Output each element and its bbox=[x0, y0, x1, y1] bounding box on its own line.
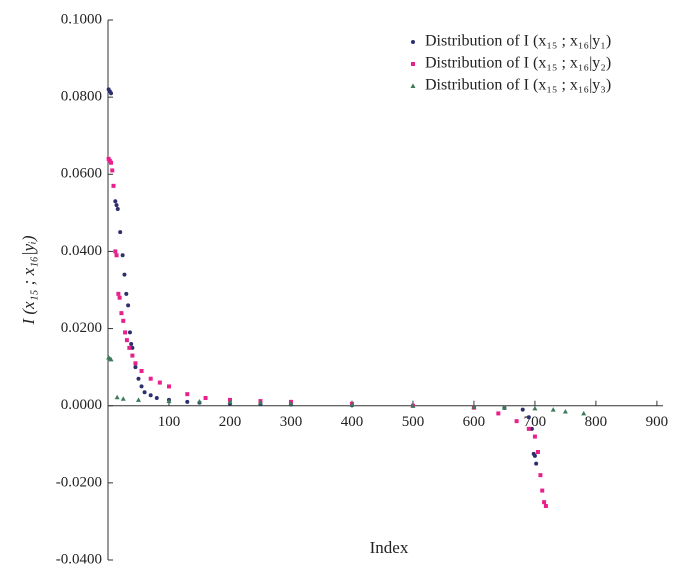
point bbox=[148, 376, 153, 381]
legend-marker bbox=[410, 83, 416, 88]
point bbox=[581, 410, 587, 416]
point bbox=[471, 404, 477, 409]
point bbox=[529, 426, 534, 431]
x-tick-label: 500 bbox=[402, 414, 425, 430]
point bbox=[185, 399, 190, 404]
point bbox=[166, 384, 171, 389]
point bbox=[540, 488, 545, 493]
point bbox=[154, 396, 159, 400]
x-tick-label: 800 bbox=[585, 414, 608, 430]
point bbox=[119, 311, 124, 316]
point bbox=[543, 504, 548, 508]
point bbox=[118, 230, 123, 235]
point bbox=[496, 411, 501, 416]
legend-label: Distribution of I (x₁₅ ; x₁₆|y₁) bbox=[425, 33, 611, 50]
point bbox=[562, 409, 568, 414]
point bbox=[526, 415, 531, 420]
point bbox=[139, 384, 144, 389]
point bbox=[126, 303, 131, 308]
point bbox=[185, 392, 190, 397]
point bbox=[109, 91, 114, 96]
point bbox=[124, 291, 129, 296]
point bbox=[532, 453, 537, 458]
point bbox=[122, 272, 127, 277]
point bbox=[196, 398, 202, 404]
point bbox=[120, 396, 126, 401]
point bbox=[120, 253, 125, 258]
point bbox=[115, 207, 120, 211]
x-tick-label: 900 bbox=[646, 414, 669, 430]
y-tick-label: -0.0200 bbox=[56, 474, 102, 490]
point bbox=[133, 365, 138, 370]
point bbox=[135, 397, 141, 402]
point bbox=[130, 353, 135, 358]
point bbox=[534, 461, 539, 466]
point bbox=[114, 253, 119, 258]
point bbox=[520, 407, 525, 412]
point bbox=[139, 369, 144, 373]
point bbox=[410, 403, 416, 408]
point bbox=[121, 318, 126, 323]
y-tick-label: 0.0400 bbox=[61, 243, 102, 259]
x-tick-label: 100 bbox=[158, 414, 181, 430]
point bbox=[203, 396, 208, 400]
point bbox=[532, 434, 537, 439]
point bbox=[111, 183, 116, 188]
point bbox=[166, 398, 172, 404]
point bbox=[133, 361, 138, 366]
x-tick-label: 400 bbox=[341, 414, 364, 430]
x-tick-label: 600 bbox=[463, 414, 486, 430]
point bbox=[501, 405, 507, 410]
point bbox=[136, 376, 141, 381]
point bbox=[257, 400, 263, 405]
legend-marker bbox=[411, 62, 415, 66]
point bbox=[538, 473, 543, 478]
point bbox=[109, 160, 114, 165]
point bbox=[124, 338, 129, 343]
x-tick-label: 300 bbox=[280, 414, 303, 430]
legend-label: Distribution of I (x₁₅ ; x₁₆|y₂) bbox=[425, 55, 611, 72]
point bbox=[129, 342, 134, 346]
point bbox=[514, 419, 519, 424]
y-tick-label: -0.0400 bbox=[56, 551, 102, 567]
point bbox=[535, 450, 540, 454]
point bbox=[349, 402, 355, 407]
point bbox=[130, 345, 135, 350]
legend-label: Distribution of I (x₁₅ ; x₁₆|y₃) bbox=[425, 77, 611, 94]
point bbox=[227, 399, 233, 404]
y-axis-label: I (x₁₅ ; x₁₆|yᵢ) bbox=[19, 235, 38, 325]
point bbox=[542, 500, 547, 505]
point bbox=[142, 390, 147, 395]
point bbox=[148, 393, 153, 398]
point bbox=[113, 199, 118, 204]
x-tick-label: 200 bbox=[219, 414, 242, 430]
point bbox=[110, 168, 115, 173]
point bbox=[157, 380, 162, 385]
point bbox=[123, 330, 128, 335]
point bbox=[113, 249, 118, 254]
y-tick-label: 0.0200 bbox=[61, 320, 102, 336]
x-axis-label: Index bbox=[370, 538, 409, 557]
point bbox=[532, 405, 538, 411]
y-tick-label: 0.1000 bbox=[61, 11, 102, 27]
point bbox=[127, 345, 132, 350]
y-tick-label: 0.0800 bbox=[61, 89, 102, 105]
point bbox=[127, 330, 132, 335]
y-tick-label: 0.0000 bbox=[61, 397, 102, 413]
point bbox=[114, 394, 120, 400]
point bbox=[288, 400, 294, 406]
point bbox=[526, 426, 531, 431]
point bbox=[114, 203, 119, 208]
point bbox=[108, 356, 114, 362]
point bbox=[116, 291, 121, 296]
legend-marker bbox=[411, 40, 415, 44]
point bbox=[117, 295, 122, 300]
y-tick-label: 0.0600 bbox=[61, 166, 102, 182]
point bbox=[550, 407, 556, 412]
